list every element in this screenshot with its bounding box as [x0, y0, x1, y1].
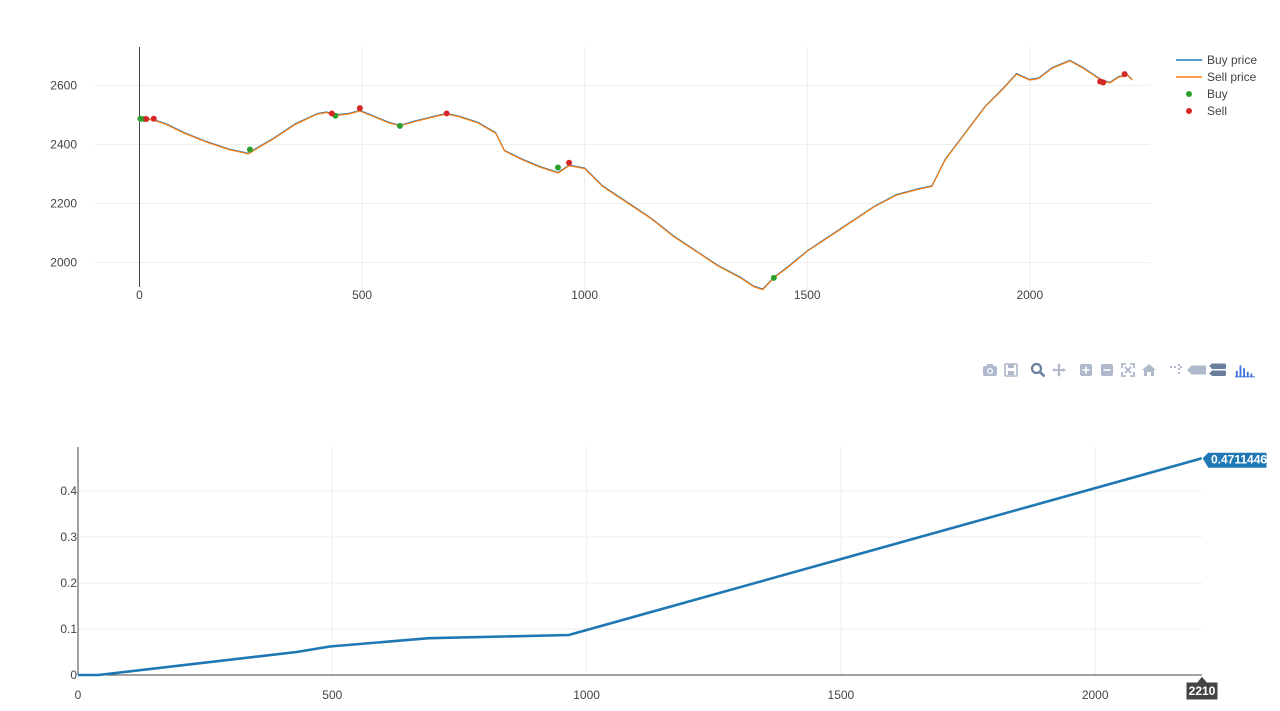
zoom-in-icon[interactable] — [1076, 361, 1096, 379]
x-tick-label: 0 — [136, 288, 143, 302]
x-tick-label: 500 — [352, 288, 372, 302]
x-tick-label: 0 — [75, 688, 82, 702]
price-chart-legend: Buy price Sell price Buy Sell — [1176, 53, 1257, 118]
marker-point-3 — [1121, 71, 1128, 78]
marker-point-2 — [770, 274, 777, 281]
y-tick-label: 2600 — [50, 78, 77, 92]
y-tick-label: 0.3 — [60, 530, 77, 544]
y-tick-label: 2400 — [50, 137, 77, 151]
hover-x-label-box — [1185, 675, 1219, 701]
series-line-0 — [139, 59, 1133, 290]
marker-point-3 — [143, 116, 150, 123]
legend-swatch-marker — [1186, 108, 1192, 114]
zoom-icon[interactable] — [1028, 361, 1048, 379]
legend-label: Buy price — [1207, 53, 1257, 67]
legend-label: Sell — [1207, 104, 1227, 118]
price-chart[interactable]: 0 500 1000 1500 2000 2000 2200 2400 2600 — [50, 47, 1150, 302]
y-tick-label: 2200 — [50, 197, 77, 211]
plotly-logo-icon[interactable] — [1235, 361, 1255, 379]
y-tick-label: 0 — [70, 668, 77, 682]
zoom-out-icon[interactable] — [1097, 361, 1117, 379]
marker-point-3 — [443, 110, 450, 117]
series-line-1 — [139, 60, 1133, 291]
pan-icon[interactable] — [1049, 361, 1069, 379]
marker-point-3 — [356, 105, 363, 112]
hover-y-label: 0.4711446 — [1211, 452, 1267, 466]
x-tick-label: 1500 — [828, 688, 855, 702]
hover-compare-icon[interactable] — [1208, 361, 1228, 379]
y-tick-label: 2000 — [50, 256, 77, 270]
autoscale-icon[interactable] — [1118, 361, 1138, 379]
hover-y-label-box — [1201, 451, 1268, 469]
returns-chart[interactable]: 0 500 1000 1500 2000 0 0.1 0.2 0.3 0.4 0.4711446 22… — [60, 447, 1268, 702]
reset-axes-icon[interactable] — [1139, 361, 1159, 379]
x-tick-label: 2000 — [1082, 688, 1109, 702]
x-tick-label: 1000 — [571, 288, 598, 302]
marker-point-3 — [150, 115, 157, 122]
marker-point-2 — [246, 146, 253, 153]
spike-lines-icon[interactable] — [1166, 361, 1186, 379]
marker-point-3 — [1100, 79, 1107, 86]
marker-point-2 — [554, 164, 561, 171]
marker-point-2 — [396, 122, 403, 129]
legend-label: Sell price — [1207, 70, 1257, 84]
x-tick-label: 1000 — [573, 688, 600, 702]
y-tick-label: 0.2 — [60, 576, 77, 590]
modebar — [980, 361, 1256, 379]
x-tick-label: 1500 — [794, 288, 821, 302]
y-tick-label: 0.1 — [60, 622, 77, 636]
y-tick-label: 0.4 — [60, 484, 77, 498]
save-icon[interactable] — [1001, 361, 1021, 379]
legend-label: Buy — [1207, 87, 1228, 101]
marker-point-3 — [328, 110, 335, 117]
x-tick-label: 500 — [322, 688, 342, 702]
x-tick-label: 2000 — [1016, 288, 1043, 302]
hover-x-label: 2210 — [1189, 684, 1216, 698]
hover-closest-icon[interactable] — [1187, 361, 1207, 379]
camera-icon[interactable] — [980, 361, 1000, 379]
marker-point-3 — [566, 159, 573, 166]
returns-line — [78, 457, 1203, 677]
legend-swatch-marker — [1186, 91, 1192, 97]
